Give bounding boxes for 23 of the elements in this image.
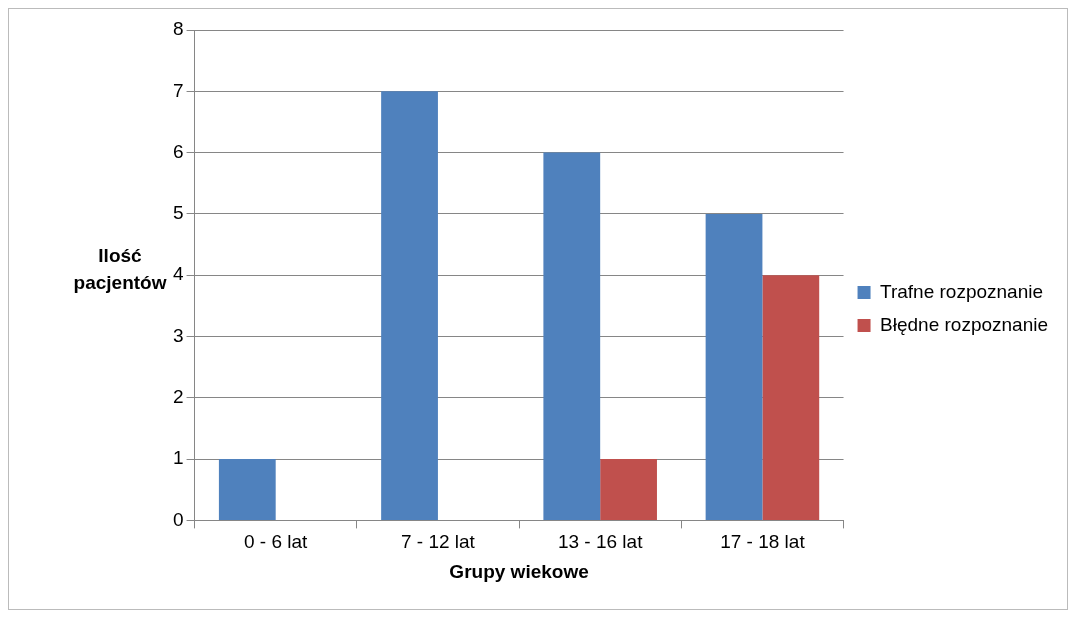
y-tick-label: 3 (172, 324, 184, 346)
x-axis-title: Grupy wiekowe (449, 560, 589, 582)
legend-label: Błędne rozpoznanie (880, 313, 1049, 335)
y-tick-label: 0 (172, 508, 184, 530)
y-tick-label: 1 (172, 447, 184, 469)
bar (762, 275, 820, 520)
x-tick-label: 0 - 6 lat (244, 531, 309, 553)
y-tick-label: 2 (172, 386, 184, 408)
x-tick-label: 17 - 18 lat (720, 531, 806, 553)
x-tick-label: 13 - 16 lat (557, 531, 644, 553)
y-tick-label: 6 (172, 140, 184, 162)
bar (600, 459, 657, 520)
y-tick-label: 7 (172, 79, 184, 101)
y-tick-label: 5 (172, 202, 184, 224)
bar (381, 91, 438, 520)
bar (705, 213, 763, 520)
y-tick-label: 8 (172, 18, 184, 40)
y-axis-title: Ilość pacjentów (73, 245, 167, 293)
x-tick-label: 7 - 12 lat (400, 531, 476, 553)
bar (218, 459, 276, 520)
legend-label: Trafne rozpoznanie (880, 280, 1044, 302)
bar (543, 152, 601, 520)
y-tick-label: 4 (172, 263, 184, 285)
